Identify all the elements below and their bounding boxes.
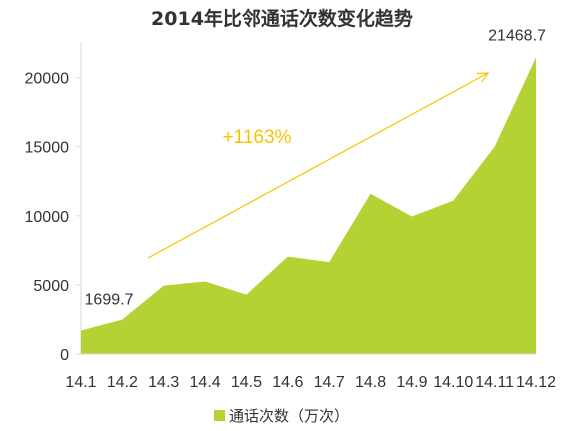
- last-value-label: 21468.7: [488, 27, 546, 44]
- x-tick-label: 14.5: [231, 374, 262, 391]
- trend-arrow: [147, 72, 490, 259]
- legend: 通话次数（万次）: [214, 407, 349, 425]
- x-tick-label: 14.2: [107, 374, 138, 391]
- legend-label: 通话次数（万次）: [229, 407, 349, 425]
- area-series: [80, 57, 537, 354]
- legend-swatch: [214, 410, 225, 421]
- growth-label: +1163%: [223, 127, 292, 148]
- x-tick-label: 14.4: [190, 374, 221, 391]
- y-tick-label: 15000: [25, 140, 70, 157]
- area-fill: [81, 57, 536, 354]
- y-tick-label: 5000: [33, 278, 69, 295]
- y-tick-label: 20000: [25, 71, 70, 88]
- chart-title: 2014年比邻通话次数变化趋势: [151, 7, 413, 30]
- y-axis: 0 5000 10000 15000 20000: [25, 42, 82, 364]
- x-tick-label: 14.6: [272, 374, 303, 391]
- x-tick-label: 14.8: [355, 374, 386, 391]
- x-tick-label: 14.3: [148, 374, 179, 391]
- first-value-label: 1699.7: [85, 292, 134, 309]
- y-tick-label: 10000: [25, 209, 70, 226]
- arrow-head: [476, 72, 490, 83]
- x-tick-label: 14.1: [65, 374, 96, 391]
- x-tick-label: 14.10: [433, 374, 473, 391]
- x-tick-label: 14.7: [314, 374, 345, 391]
- x-tick-label: 14.9: [396, 374, 427, 391]
- y-tick-label: 0: [60, 347, 69, 364]
- x-axis: 14.1 14.2 14.3 14.4 14.5 14.6 14.7 14.8 14.9 14.1…: [65, 353, 556, 391]
- arrow-line: [147, 72, 489, 259]
- x-tick-label: 14.11: [475, 374, 514, 391]
- x-tick-label: 14.12: [516, 374, 556, 391]
